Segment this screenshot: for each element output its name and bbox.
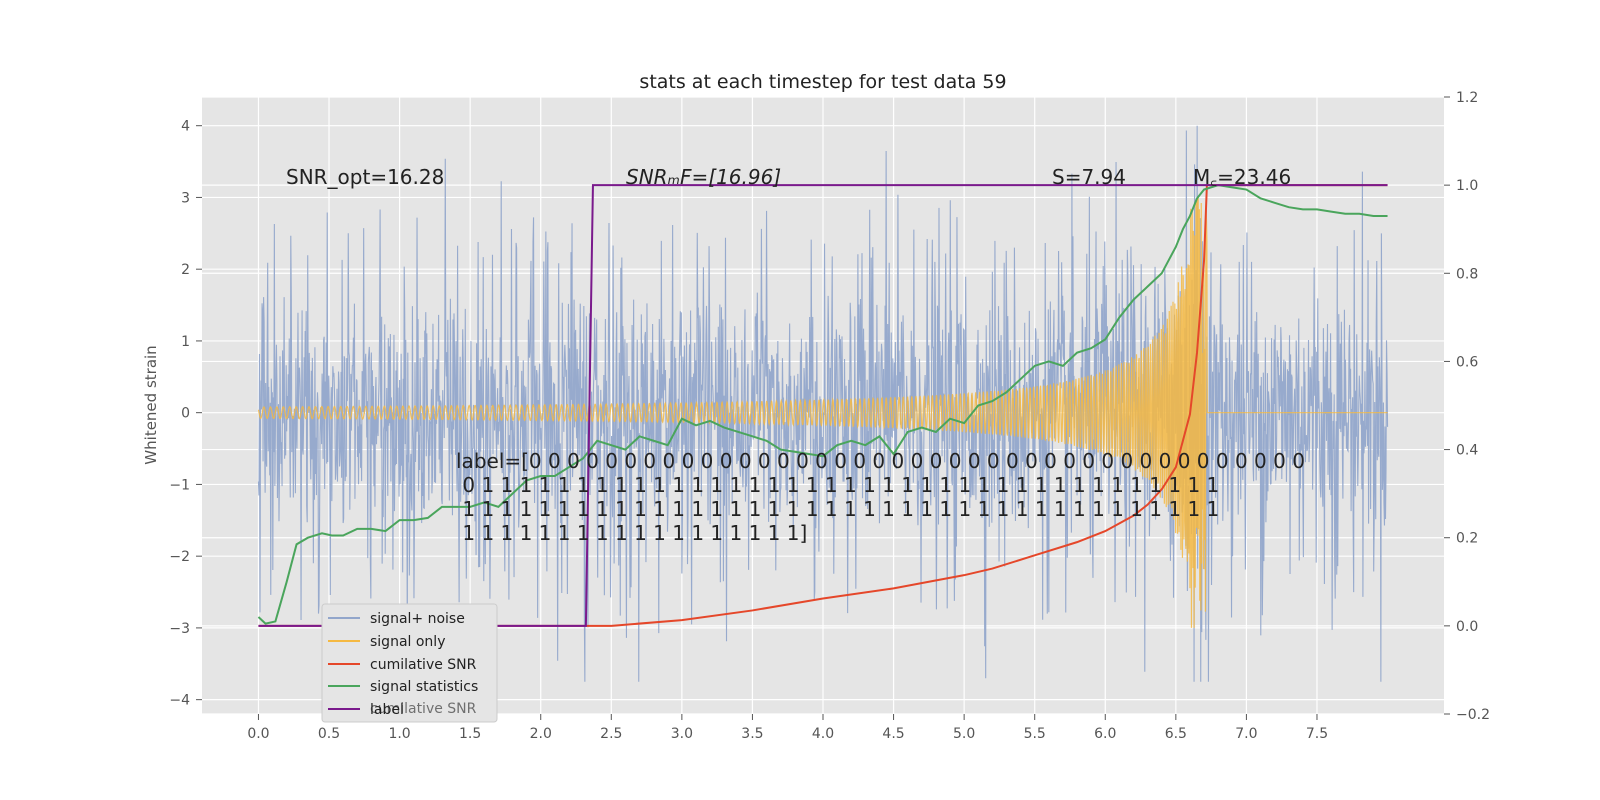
x-tick-label: 1.5: [459, 726, 481, 742]
x-tick-label: 0.0: [247, 726, 269, 742]
chart-title: stats at each timestep for test data 59: [639, 71, 1006, 93]
y2-tick-label: 0.6: [1456, 354, 1478, 370]
legend-box: [321, 603, 498, 723]
y2-tick-label: 1.0: [1456, 178, 1478, 194]
y2-tick-label: 0.2: [1456, 531, 1478, 547]
signal-statistics-line: [257, 184, 1388, 625]
label-line-2: 0 1 1 1 1 1 1 1 1 1 1 1 1 1 1 1 1 1 1 1 …: [456, 473, 1219, 497]
y-tick-label: 1: [181, 334, 190, 350]
annotations: SNR_opt=16.28 SNRₘF=[16.96] S=7.94 M꜀=23…: [286, 165, 1305, 545]
y-tick-label: 0: [181, 406, 190, 422]
y-tick-label: 3: [181, 190, 190, 206]
s-stat-annotation: S=7.94: [1052, 165, 1126, 189]
label-line-3: 1 1 1 1 1 1 1 1 1 1 1 1 1 1 1 1 1 1 1 1 …: [456, 497, 1219, 521]
y-tick-label: −3: [169, 621, 190, 637]
legend-label-signal-noise: signal+ noise: [370, 611, 465, 627]
signal-only-series: [257, 197, 1388, 628]
x-tick-label: 2.5: [600, 726, 622, 742]
x-tick-label: 3.0: [671, 726, 693, 742]
legend-label-signal-only: signal only: [370, 634, 445, 650]
x-tick-label: 5.0: [953, 726, 975, 742]
x-tick-label: 6.5: [1165, 726, 1187, 742]
x-tick-label: 7.5: [1306, 726, 1328, 742]
mc-annotation: M꜀=23.46: [1193, 165, 1291, 189]
x-tick-label: 3.5: [741, 726, 763, 742]
legend-label-label: label: [370, 702, 404, 718]
x-tick-label: 7.0: [1235, 726, 1257, 742]
y-tick-label: −4: [169, 693, 190, 709]
legend-label-signal-statistics: signal statistics: [370, 679, 478, 695]
label-line-4: 1 1 1 1 1 1 1 1 1 1 1 1 1 1 1 1 1 1]: [456, 521, 807, 545]
axes: 0.0 0.5 1.0 1.5 2.0 2.5 3.0 3.5 4.0 4.5 5.0 5.5 6.0 6…: [169, 90, 1490, 742]
legend-label-cumulative-snr: cumilative SNR: [370, 657, 477, 673]
cumulative-snr-line: [258, 184, 1388, 627]
y-tick-label: 4: [181, 119, 190, 135]
y-tick-label: −2: [169, 549, 190, 565]
x-tick-label: 6.0: [1094, 726, 1116, 742]
x-tick-label: 1.0: [388, 726, 410, 742]
y2-tick-label: −0.2: [1456, 707, 1490, 723]
y-tick-label: −1: [169, 477, 190, 493]
snr-mf-annotation: SNRₘF=[16.96]: [626, 165, 781, 189]
y2-tick-label: 0.8: [1456, 266, 1478, 282]
x-tick-label: 4.5: [882, 726, 904, 742]
y-tick-label: 2: [181, 262, 190, 278]
snr-opt-annotation: SNR_opt=16.28: [286, 165, 444, 189]
legend-ghost-text: cumilative SNR: [370, 701, 477, 717]
y2-tick-label: 0.0: [1456, 619, 1478, 635]
legend: cumilative SNR signal+ noise signal only…: [321, 603, 498, 723]
label-line-1: label=[0 0 0 0 0 0 0 0 0 0 0 0 0 0 0 0 0…: [456, 449, 1305, 473]
x-tick-label: 2.0: [530, 726, 552, 742]
y-axis-label: Whitened strain: [142, 345, 160, 464]
x-tick-label: 5.5: [1024, 726, 1046, 742]
x-tick-label: 0.5: [318, 726, 340, 742]
y2-tick-label: 1.2: [1456, 90, 1478, 106]
x-tick-label: 4.0: [812, 726, 834, 742]
y2-tick-label: 0.4: [1456, 443, 1478, 459]
signal-only-line: [257, 197, 1388, 628]
